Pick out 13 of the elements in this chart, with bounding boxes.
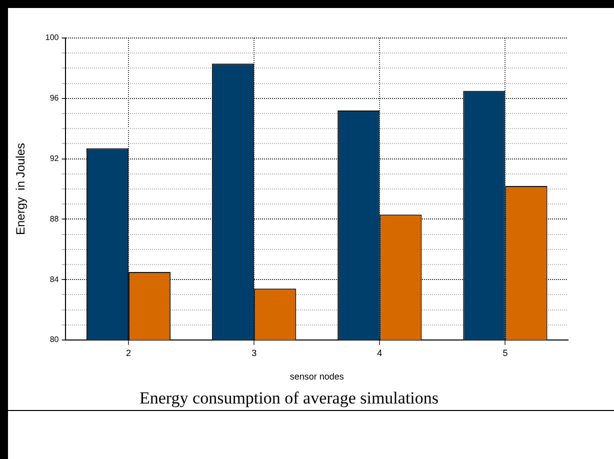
x-tick-label: 4 [377,348,382,358]
x-tick-label: 2 [126,348,132,358]
y-tick-label: 88 [50,214,60,224]
y-tick-label: 92 [50,154,60,164]
x-axis-title: sensor nodes [290,372,344,382]
x-tick-label: 3 [252,348,257,358]
y-tick-label: 100 [45,33,60,42]
y-tick-label: 80 [50,335,60,344]
y-axis-title: Energy in Joules [14,142,28,236]
y-tick-label: 96 [50,94,60,103]
y-tick-label: 84 [50,274,60,284]
x-tick-label: 5 [502,348,508,358]
text: Energy consumption of average simulations [139,388,439,408]
